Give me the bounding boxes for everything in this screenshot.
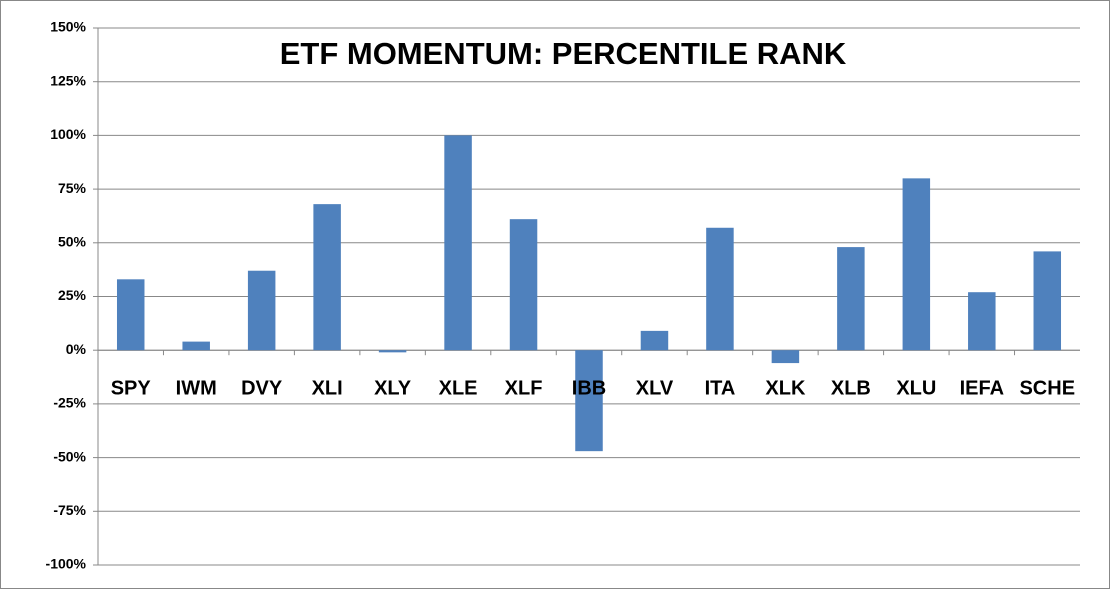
bar — [837, 247, 865, 351]
bar — [640, 330, 669, 351]
y-tick-label: 75% — [58, 180, 87, 196]
bar — [1033, 251, 1062, 351]
y-tick-label: 125% — [50, 72, 86, 88]
chart-title: ETF MOMENTUM: PERCENTILE RANK — [280, 36, 847, 71]
x-tick-label: XLB — [831, 377, 871, 399]
bar — [771, 350, 800, 364]
x-tick-label: XLY — [374, 377, 412, 399]
x-tick-label: XLE — [439, 377, 478, 399]
y-tick-label: -50% — [53, 448, 86, 464]
bar — [968, 292, 996, 351]
bar — [575, 350, 603, 452]
bar — [182, 341, 210, 351]
x-tick-label: XLF — [505, 377, 543, 399]
bar — [247, 270, 276, 351]
y-tick-label: 100% — [50, 126, 86, 142]
x-tick-label: XLU — [896, 377, 936, 399]
y-tick-label: 150% — [50, 19, 86, 35]
x-tick-label: IWM — [176, 377, 217, 399]
bar — [313, 204, 341, 351]
bar — [509, 219, 538, 351]
y-tick-label: 50% — [58, 234, 87, 250]
x-tick-label: IEFA — [960, 377, 1004, 399]
y-tick-label: -100% — [46, 556, 87, 572]
x-tick-label: SCHE — [1019, 377, 1075, 399]
x-tick-label: DVY — [241, 377, 283, 399]
x-tick-label: IBB — [572, 377, 606, 399]
y-tick-label: -25% — [53, 395, 86, 411]
bar — [444, 135, 472, 351]
bar — [116, 279, 145, 351]
x-tick-label: XLK — [765, 377, 806, 399]
y-tick-label: 25% — [58, 287, 87, 303]
bar — [378, 350, 407, 353]
x-tick-label: XLI — [312, 377, 343, 399]
bar — [706, 227, 734, 351]
bar — [902, 178, 931, 351]
x-tick-label: XLV — [636, 377, 674, 399]
x-tick-label: ITA — [705, 377, 736, 399]
x-tick-label: SPY — [111, 377, 152, 399]
y-tick-label: 0% — [66, 341, 87, 357]
y-tick-label: -75% — [53, 502, 86, 518]
